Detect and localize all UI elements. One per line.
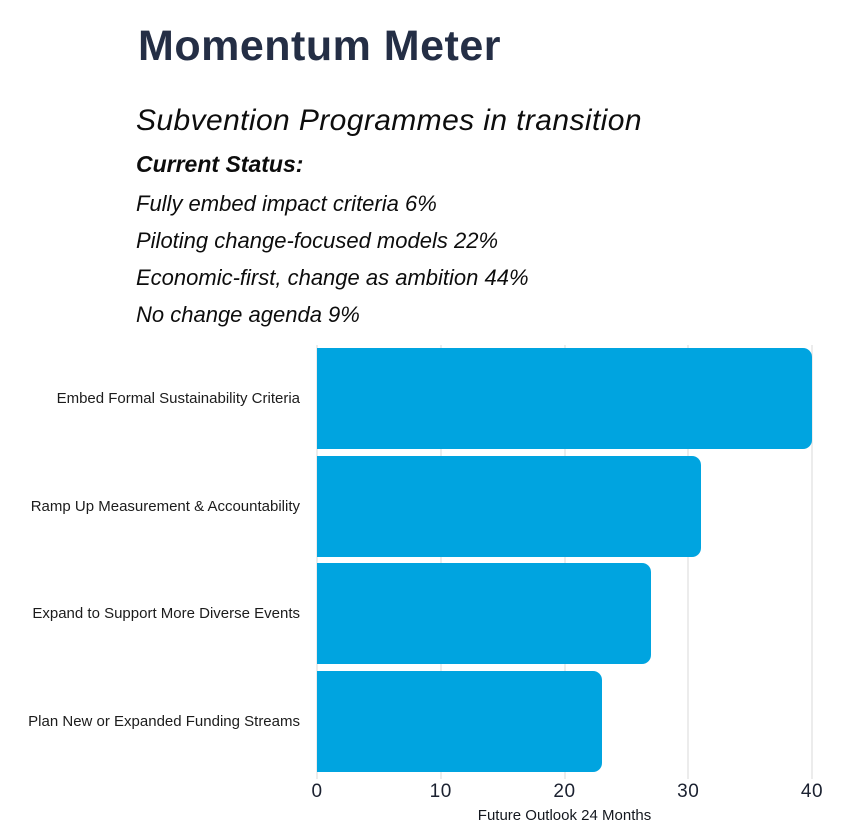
gridline	[687, 345, 689, 779]
gridlines	[316, 345, 813, 779]
status-line: Fully embed impact criteria 6%	[136, 191, 437, 216]
x-axis-tick-labels: 0 10 20 30 40	[311, 781, 822, 803]
plot-area	[316, 345, 813, 779]
bar-row	[317, 668, 812, 776]
gridline	[811, 345, 813, 779]
tick-label: 20	[553, 781, 576, 802]
status-lines: Fully embed impact criteria 6% Piloting c…	[136, 185, 529, 333]
gridline	[564, 345, 565, 779]
tick-label: 0	[311, 781, 323, 802]
gridline	[316, 345, 318, 779]
y-axis-category-labels: Embed Formal Sustainability Criteria Ramp…	[0, 345, 308, 775]
tick-label: 30	[677, 781, 700, 802]
x-axis-title: Future Outlook 24 Months	[477, 807, 652, 824]
status-heading: Current Status:	[136, 151, 304, 177]
category-label: Ramp Up Measurement & Accountability	[30, 497, 300, 515]
chart-subtitle: Subvention Programmes in transition	[136, 104, 642, 137]
bar-row	[317, 345, 812, 453]
bar-rows	[317, 345, 812, 775]
status-line: Piloting change-focused models 22%	[136, 228, 499, 253]
category-label: Plan New or Expanded Funding Streams	[28, 712, 300, 730]
status-line: No change agenda 9%	[136, 302, 360, 327]
bar	[317, 348, 812, 450]
bar	[317, 455, 701, 557]
tick-label: 10	[429, 781, 452, 802]
bar-row	[317, 560, 812, 668]
page-title: Momentum Meter	[138, 22, 501, 70]
bar	[317, 670, 602, 772]
bar-row	[317, 453, 812, 561]
gridline	[440, 345, 442, 779]
bar	[317, 563, 652, 665]
tick-label: 40	[800, 781, 824, 802]
category-label: Embed Formal Sustainability Criteria	[56, 390, 300, 408]
category-label: Expand to Support More Diverse Events	[32, 605, 300, 623]
status-line: Economic-first, change as ambition 44%	[136, 265, 529, 290]
